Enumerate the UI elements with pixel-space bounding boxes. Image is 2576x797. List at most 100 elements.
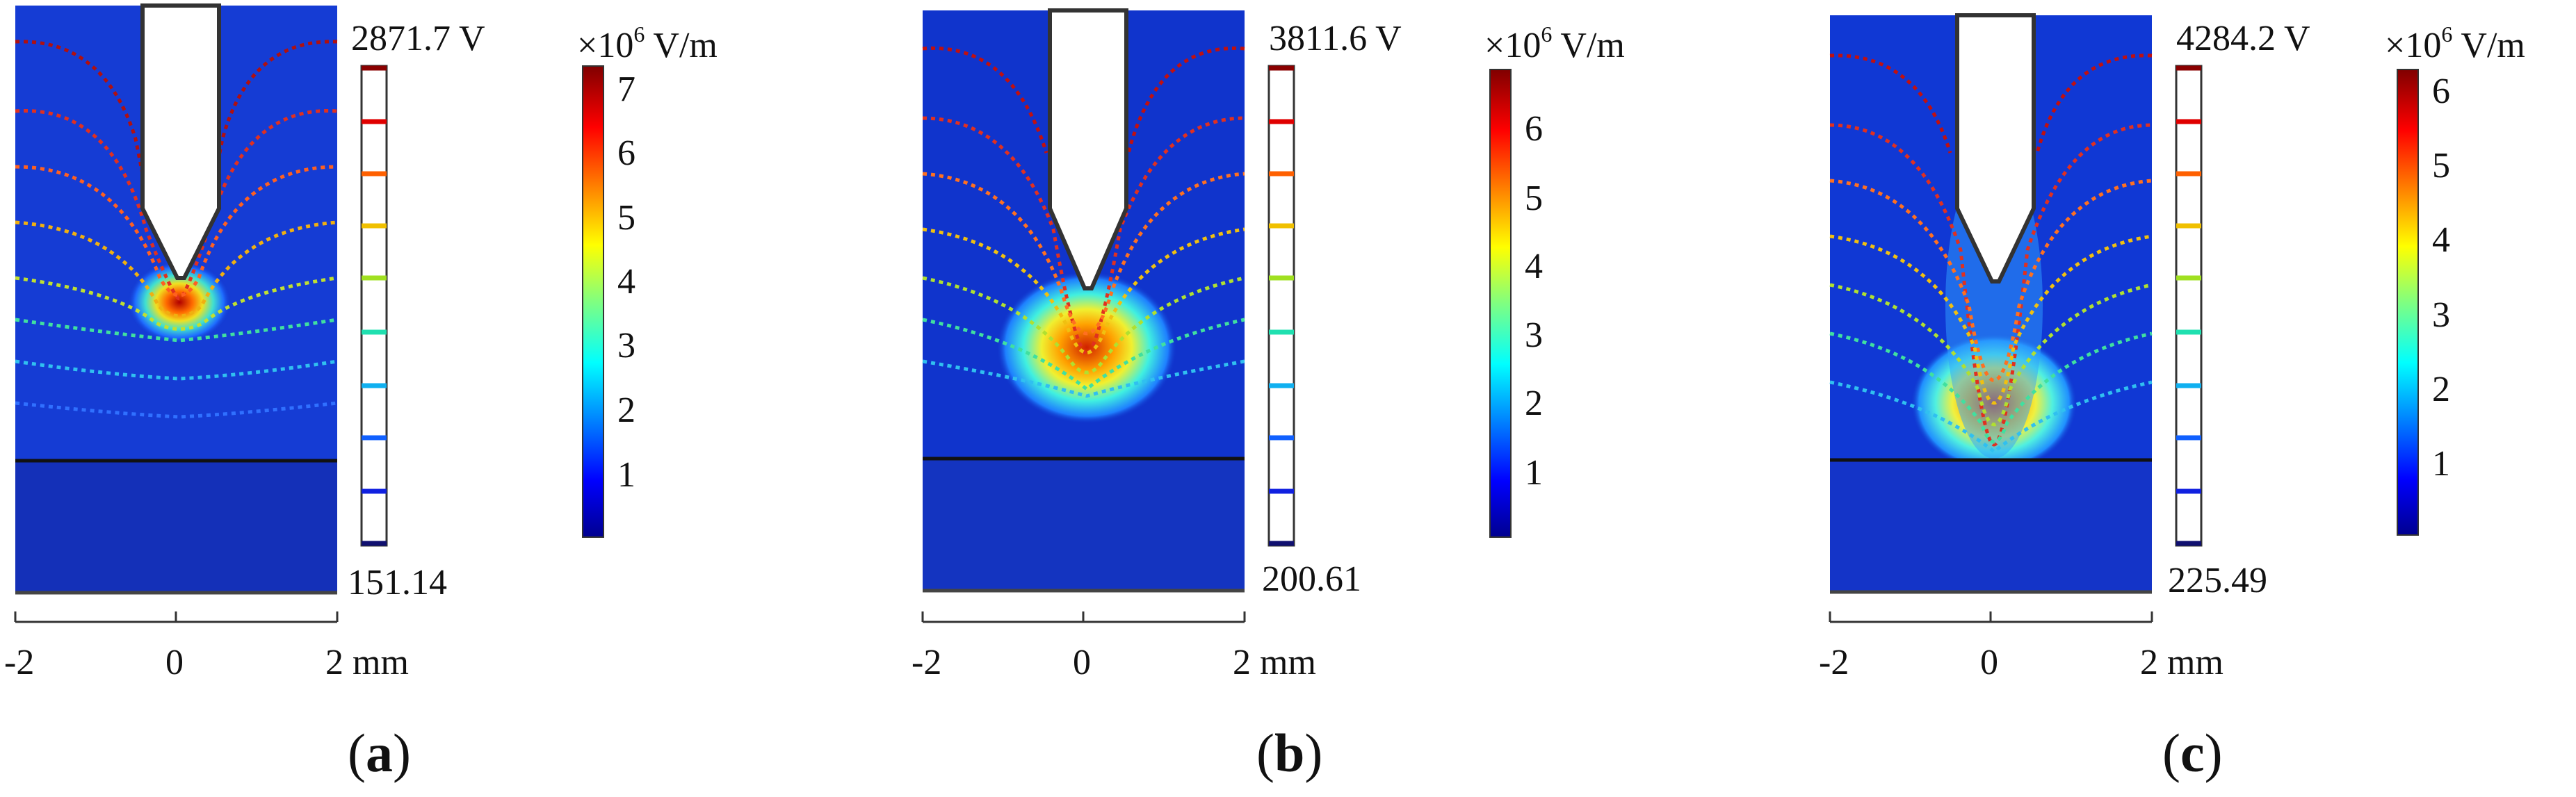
panel-b-caption-letter: b bbox=[1274, 723, 1305, 783]
panel-c-caption-letter: c bbox=[2180, 723, 2205, 783]
unit-exponent: 6 bbox=[1541, 22, 1553, 47]
panel-c: 4284.2 V 225.49 ×106 V/m 1 2 3 4 5 6 -2 … bbox=[1815, 0, 2576, 797]
panel-c-figure bbox=[1829, 13, 2419, 623]
contour-7 bbox=[1829, 380, 2153, 454]
field-colorbar bbox=[582, 65, 604, 538]
contour-4 bbox=[15, 220, 338, 318]
voltage-max-label: 4284.2 V bbox=[2176, 19, 2310, 58]
voltage-colorbar-ticks bbox=[362, 65, 387, 546]
field-colorbar-unit: ×106 V/m bbox=[1484, 23, 1625, 65]
field-hotspot bbox=[996, 271, 1177, 424]
contour-4 bbox=[922, 227, 1245, 354]
contour-5 bbox=[922, 276, 1245, 375]
field-colorbar-tick-2: 2 bbox=[617, 391, 635, 430]
field-colorbar-tick-6: 6 bbox=[2432, 72, 2450, 111]
field-colorbar-tick-4: 4 bbox=[1525, 247, 1543, 286]
scale-tick-right: 2 mm bbox=[325, 643, 409, 682]
field-colorbar-tick-4: 4 bbox=[2432, 220, 2450, 260]
field-colorbar-tick-1: 1 bbox=[2432, 444, 2450, 484]
field-colorbar-tick-6: 6 bbox=[1525, 109, 1543, 149]
panel-a-caption-letter: a bbox=[365, 723, 393, 783]
voltage-max-label: 3811.6 V bbox=[1269, 19, 1402, 58]
unit-exponent: 6 bbox=[633, 22, 645, 47]
unit-suffix: V/m bbox=[645, 26, 718, 65]
contour-2 bbox=[15, 108, 338, 301]
equipotential-lines bbox=[15, 40, 338, 419]
field-colorbar-unit: ×106 V/m bbox=[2385, 23, 2525, 65]
field-colorbar-tick-3: 3 bbox=[1525, 315, 1543, 355]
contour-1 bbox=[15, 40, 152, 209]
electrode-tip bbox=[1955, 13, 2036, 284]
field-hotspot bbox=[127, 261, 232, 344]
scale-bar bbox=[14, 611, 339, 623]
voltage-colorbar-ticks bbox=[1269, 65, 1294, 546]
scale-tick-left: -2 bbox=[1819, 643, 1849, 682]
scale-tick-left: -2 bbox=[4, 643, 35, 682]
field-colorbar-tick-3: 3 bbox=[2432, 295, 2450, 335]
panel-b-caption: (b) bbox=[1256, 723, 1323, 783]
field-colorbar-tick-5: 5 bbox=[2432, 146, 2450, 186]
field-colorbar-tick-1: 1 bbox=[1525, 453, 1543, 493]
unit-exponent: 6 bbox=[2441, 22, 2453, 47]
field-colorbar-tick-2: 2 bbox=[1525, 384, 1543, 423]
field-colorbar-tick-5: 5 bbox=[617, 198, 635, 238]
field-colorbar-tick-2: 2 bbox=[2432, 370, 2450, 409]
scale-bar bbox=[1829, 611, 2153, 623]
contour-3 bbox=[922, 172, 1245, 336]
voltage-max-label: 2871.7 V bbox=[351, 19, 485, 58]
voltage-min-label: 225.49 bbox=[2168, 561, 2267, 600]
voltage-min-label: 200.61 bbox=[1262, 559, 1361, 599]
contour-8 bbox=[15, 401, 338, 419]
contour-6 bbox=[15, 318, 338, 343]
panel-b: 3811.6 V 200.61 ×106 V/m 1 2 3 4 5 6 -2 … bbox=[907, 0, 1766, 797]
contour-5 bbox=[1829, 283, 2153, 427]
scale-tick-right: 2 mm bbox=[1233, 643, 1316, 682]
voltage-colorbar bbox=[1267, 65, 1295, 547]
field-colorbar-tick-6: 6 bbox=[617, 133, 635, 173]
field-colorbar-tick-5: 5 bbox=[1525, 179, 1543, 218]
contour-1r bbox=[2035, 54, 2153, 154]
contour-7 bbox=[15, 359, 338, 381]
scale-tick-center: 0 bbox=[1980, 643, 1998, 682]
voltage-colorbar-ticks bbox=[2176, 65, 2201, 546]
panel-b-figure bbox=[921, 8, 1512, 623]
unit-prefix: ×10 bbox=[577, 26, 634, 65]
equipotential-lines bbox=[1829, 54, 2153, 454]
scale-bar bbox=[921, 611, 1246, 623]
substrate bbox=[923, 459, 1245, 591]
voltage-colorbar bbox=[2175, 65, 2203, 547]
unit-suffix: V/m bbox=[1552, 26, 1625, 65]
field-colorbar-tick-4: 4 bbox=[617, 262, 635, 302]
scale-tick-center: 0 bbox=[165, 643, 184, 682]
contour-1 bbox=[1829, 54, 1952, 154]
field-colorbar-tick-1: 1 bbox=[617, 455, 635, 495]
voltage-colorbar bbox=[360, 65, 388, 547]
field-colorbar bbox=[1489, 69, 1512, 538]
contour-1r bbox=[1126, 46, 1245, 154]
contour-5 bbox=[15, 276, 338, 331]
unit-prefix: ×10 bbox=[1484, 26, 1541, 65]
contour-6 bbox=[922, 318, 1245, 392]
scale-tick-left: -2 bbox=[912, 643, 942, 682]
electrode-tip bbox=[1048, 8, 1128, 290]
field-colorbar-tick-3: 3 bbox=[617, 326, 635, 365]
voltage-min-label: 151.14 bbox=[348, 563, 447, 602]
panel-c-caption: (c) bbox=[2162, 723, 2223, 783]
unit-suffix: V/m bbox=[2452, 26, 2525, 65]
scale-tick-center: 0 bbox=[1073, 643, 1091, 682]
field-colorbar-unit: ×106 V/m bbox=[577, 23, 718, 65]
substrate bbox=[15, 461, 337, 593]
substrate bbox=[1830, 460, 2152, 592]
field-colorbar bbox=[2397, 69, 2419, 536]
contour-7 bbox=[922, 359, 1245, 398]
scale-tick-right: 2 mm bbox=[2140, 643, 2223, 682]
contour-6 bbox=[1829, 331, 2153, 444]
contour-2 bbox=[1829, 123, 2153, 447]
contour-4 bbox=[1829, 234, 2153, 405]
panel-a-caption: (a) bbox=[348, 723, 411, 783]
panel-a-figure bbox=[14, 3, 604, 623]
panel-a: 2871.7 V 151.14 ×106 V/m 1 2 3 4 5 6 7 -… bbox=[0, 0, 859, 797]
unit-prefix: ×10 bbox=[2385, 26, 2442, 65]
electrode-tip bbox=[140, 3, 221, 280]
field-colorbar-tick-7: 7 bbox=[617, 69, 635, 109]
